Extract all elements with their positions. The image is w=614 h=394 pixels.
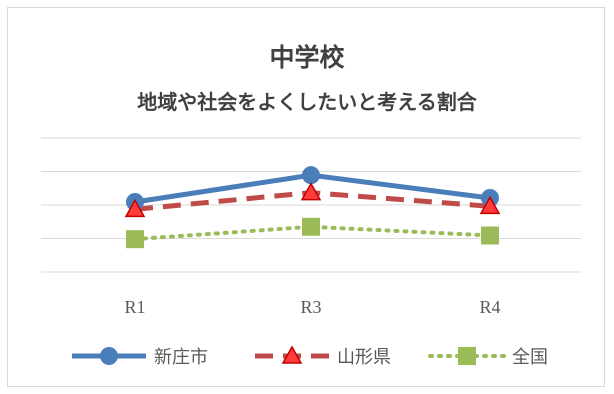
series-2-point-0 bbox=[126, 230, 144, 249]
legend-label-2: 全国 bbox=[512, 347, 548, 368]
series-line-2 bbox=[133, 224, 492, 242]
x-tick-label-0: R1 bbox=[124, 297, 145, 317]
legend-marker-2 bbox=[458, 347, 476, 365]
x-tick-label-2: R4 bbox=[479, 297, 500, 317]
series-2-point-2 bbox=[481, 226, 499, 245]
series-1-point-2 bbox=[479, 195, 501, 215]
series-2-point-1 bbox=[302, 217, 320, 236]
legend-label-1: 山形県 bbox=[337, 347, 391, 368]
chart-subtitle: 地域や社会をよくしたいと考える割合 bbox=[137, 90, 477, 114]
chart-title: 中学校 bbox=[269, 43, 345, 72]
x-axis-tick-labels: R1 R3 R4 bbox=[124, 297, 500, 317]
x-tick-label-1: R3 bbox=[300, 297, 321, 317]
legend-marker-1 bbox=[281, 345, 303, 364]
series-markers bbox=[124, 166, 501, 249]
legend: 新庄市 山形県 全国 bbox=[72, 345, 548, 368]
legend-label-0: 新庄市 bbox=[154, 347, 208, 368]
gridlines bbox=[41, 137, 581, 273]
series-1-point-0 bbox=[124, 198, 146, 218]
series-1-point-1 bbox=[300, 182, 322, 201]
legend-marker-0 bbox=[100, 347, 118, 365]
series-0-point-1 bbox=[302, 166, 320, 185]
